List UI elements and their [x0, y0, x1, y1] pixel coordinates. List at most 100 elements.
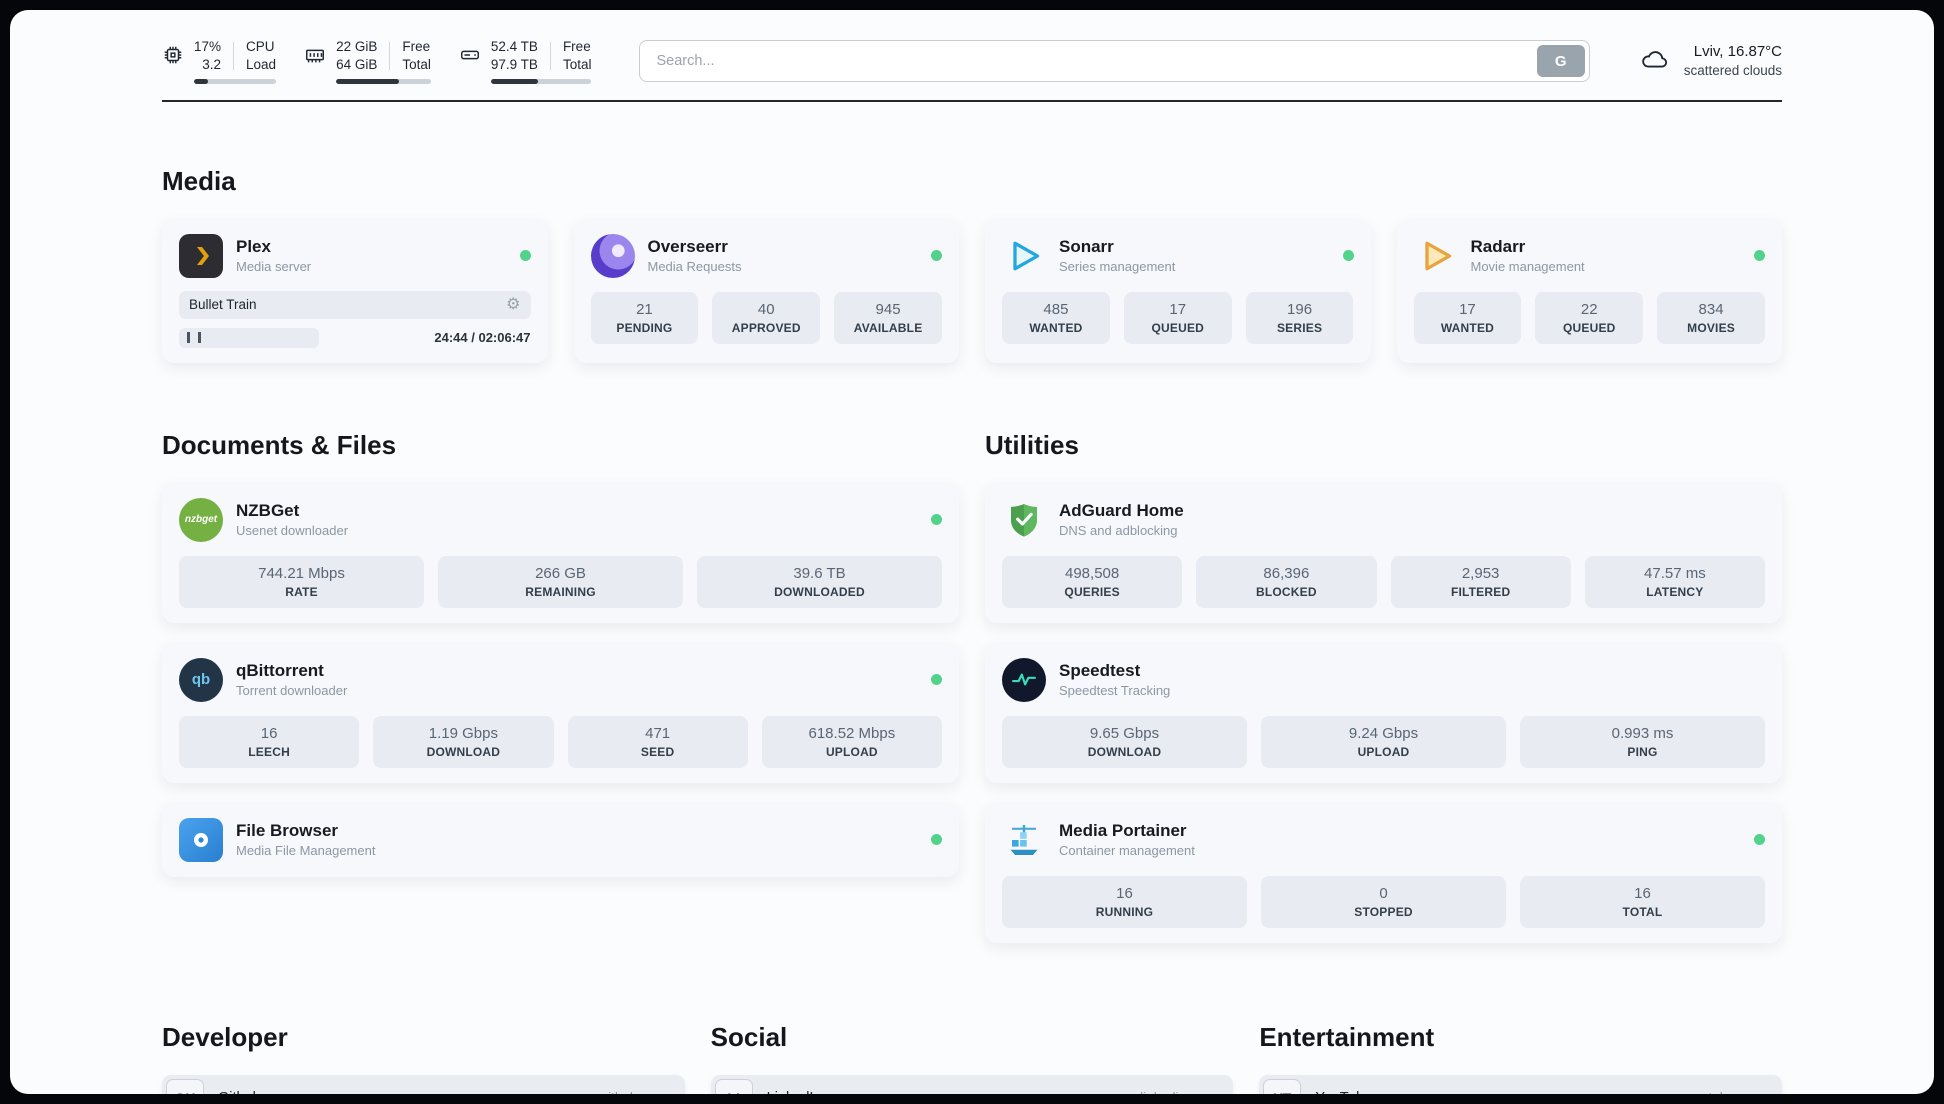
- topbar-divider: [162, 100, 1782, 103]
- nzbget-card: nzbget NZBGet Usenet downloader 744.21 M…: [162, 482, 959, 623]
- bookmark-linkedin[interactable]: LI LinkedIn linkedin.com: [710, 1074, 1234, 1094]
- stat-seed: 471 SEED: [567, 715, 748, 768]
- section-title-media: Media: [162, 166, 236, 197]
- bookmark-url: linkedin.com: [1140, 1090, 1215, 1094]
- memory-icon: [304, 44, 326, 71]
- cpu-widget: 17% 3.2 CPU Load: [162, 38, 277, 85]
- app-description: DNS and adblocking: [1059, 523, 1178, 539]
- dashboard-page: 17% 3.2 CPU Load: [10, 10, 1934, 1094]
- divider: [549, 41, 551, 70]
- bookmark-abbr: LI: [714, 1078, 753, 1094]
- ram-label-bottom: Total: [402, 56, 431, 72]
- bookmark-name: Github: [218, 1090, 261, 1094]
- section-title-social: Social: [710, 1022, 788, 1053]
- portainer-card: Media Portainer Container management 16 …: [985, 802, 1782, 943]
- adguard-app-link[interactable]: AdGuard Home DNS and adblocking: [1002, 498, 1765, 542]
- app-name: Plex: [236, 237, 271, 257]
- weather-location: Lviv, 16.87°C: [1693, 42, 1782, 60]
- now-playing-title: Bullet Train: [189, 297, 257, 313]
- stat-upload: 618.52 Mbps UPLOAD: [761, 715, 942, 768]
- stat-download: 9.65 Gbps DOWNLOAD: [1002, 715, 1247, 768]
- filebrowser-app-link[interactable]: File Browser Media File Management: [179, 817, 942, 862]
- cpu-label-bottom: Load: [246, 56, 277, 72]
- search-engine-button[interactable]: G: [1536, 45, 1585, 78]
- app-description: Usenet downloader: [236, 523, 349, 539]
- cpu-progress-bar: [194, 79, 277, 85]
- player-seek-bar[interactable]: [179, 327, 319, 348]
- weather-condition: scattered clouds: [1683, 63, 1782, 79]
- cpu-icon: [162, 44, 184, 71]
- stat-queries: 498,508 QUERIES: [1002, 555, 1183, 608]
- qbittorrent-logo-text: qb: [191, 671, 211, 689]
- settings-gear-icon[interactable]: ⚙: [506, 295, 521, 313]
- bookmark-name: YouTube: [1315, 1090, 1372, 1094]
- social-section: Social LI LinkedIn linkedin.com TW Twitt…: [710, 1001, 1234, 1094]
- stat-queued: 17 QUEUED: [1123, 291, 1232, 344]
- disk-label-bottom: Total: [562, 56, 592, 72]
- cpu-label-top: CPU: [246, 39, 275, 54]
- ram-total-value: 64 GiB: [336, 56, 378, 72]
- disk-total-value: 97.9 TB: [490, 56, 538, 72]
- speedtest-card: Speedtest Speedtest Tracking 9.65 Gbps D…: [985, 642, 1782, 783]
- player-controls: 24:44 / 02:06:47: [179, 327, 531, 348]
- disk-free-value: 52.4 TB: [490, 39, 538, 54]
- stat-filtered: 2,953 FILTERED: [1390, 555, 1571, 608]
- status-online-dot: [931, 674, 942, 686]
- portainer-app-link[interactable]: Media Portainer Container management: [1002, 818, 1765, 862]
- section-title-utilities: Utilities: [985, 430, 1079, 461]
- bookmark-url: youtube.com: [1687, 1090, 1764, 1094]
- stat-available: 945 AVAILABLE: [834, 291, 942, 344]
- qbittorrent-app-link[interactable]: qb qBittorrent Torrent downloader: [179, 657, 942, 702]
- plex-app-link[interactable]: Plex Media server: [179, 233, 531, 278]
- section-title-entertainment: Entertainment: [1259, 1022, 1435, 1053]
- stat-rate: 744.21 Mbps RATE: [179, 555, 424, 608]
- topbar: 17% 3.2 CPU Load: [162, 10, 1782, 85]
- documents-section: Documents & Files nzbget NZBGet Usenet d…: [162, 409, 959, 877]
- adguard-card: AdGuard Home DNS and adblocking 498,508 …: [985, 482, 1782, 623]
- sonarr-app-link[interactable]: Sonarr Series management: [1002, 234, 1354, 278]
- sonarr-card: Sonarr Series management 485 WANTED 17 Q…: [985, 218, 1371, 363]
- bookmark-github[interactable]: GH Github github.com: [162, 1074, 685, 1094]
- adguard-icon: [1002, 498, 1046, 542]
- pause-icon[interactable]: [187, 332, 201, 344]
- media-section: Media Plex Media server Bullet Train ⚙: [162, 166, 1782, 363]
- bookmark-youtube[interactable]: YT YouTube youtube.com: [1259, 1074, 1782, 1094]
- stat-movies: 834 MOVIES: [1657, 291, 1765, 344]
- speedtest-app-link[interactable]: Speedtest Speedtest Tracking: [1002, 657, 1765, 702]
- stat-queued: 22 QUEUED: [1535, 291, 1644, 344]
- disk-widget: 52.4 TB 97.9 TB Free Total: [459, 38, 592, 85]
- system-widgets: 17% 3.2 CPU Load: [162, 38, 592, 85]
- section-title-developer: Developer: [162, 1022, 288, 1053]
- ram-progress-bar: [336, 79, 431, 85]
- search-input[interactable]: [639, 40, 1590, 83]
- plex-card: Plex Media server Bullet Train ⚙ 24:44 /…: [162, 218, 548, 363]
- cpu-load-value: 3.2: [202, 56, 222, 72]
- stat-download: 1.19 Gbps DOWNLOAD: [373, 715, 554, 768]
- memory-widget: 22 GiB 64 GiB Free Total: [304, 38, 431, 85]
- app-description: Media File Management: [236, 843, 376, 859]
- bookmark-abbr: GH: [166, 1078, 204, 1094]
- filebrowser-icon: [179, 817, 223, 862]
- plex-icon: [179, 233, 223, 278]
- overseerr-icon: [590, 233, 635, 278]
- radarr-app-link[interactable]: Radarr Movie management: [1414, 234, 1765, 278]
- stat-upload: 9.24 Gbps UPLOAD: [1261, 715, 1506, 768]
- nzbget-app-link[interactable]: nzbget NZBGet Usenet downloader: [179, 497, 942, 542]
- app-description: Media Requests: [647, 259, 742, 275]
- ram-label-top: Free: [402, 39, 431, 54]
- stat-ping: 0.993 ms PING: [1520, 715, 1765, 768]
- status-online-dot: [1754, 834, 1765, 846]
- overseerr-app-link[interactable]: Overseerr Media Requests: [590, 233, 942, 278]
- stat-wanted: 485 WANTED: [1002, 291, 1110, 344]
- overseerr-card: Overseerr Media Requests 21 PENDING 40 A…: [573, 218, 959, 363]
- app-description: Series management: [1059, 259, 1176, 275]
- app-description: Speedtest Tracking: [1059, 683, 1171, 699]
- section-title-documents: Documents & Files: [162, 430, 397, 461]
- entertainment-section: Entertainment YT YouTube youtube.com NF …: [1259, 1001, 1782, 1094]
- utilities-section: Utilities AdGuard Home DNS and adblockin…: [985, 409, 1782, 943]
- status-online-dot: [1754, 250, 1765, 262]
- stat-blocked: 86,396 BLOCKED: [1196, 555, 1377, 608]
- disk-progress-bar: [490, 79, 592, 85]
- cloud-icon: [1638, 44, 1672, 79]
